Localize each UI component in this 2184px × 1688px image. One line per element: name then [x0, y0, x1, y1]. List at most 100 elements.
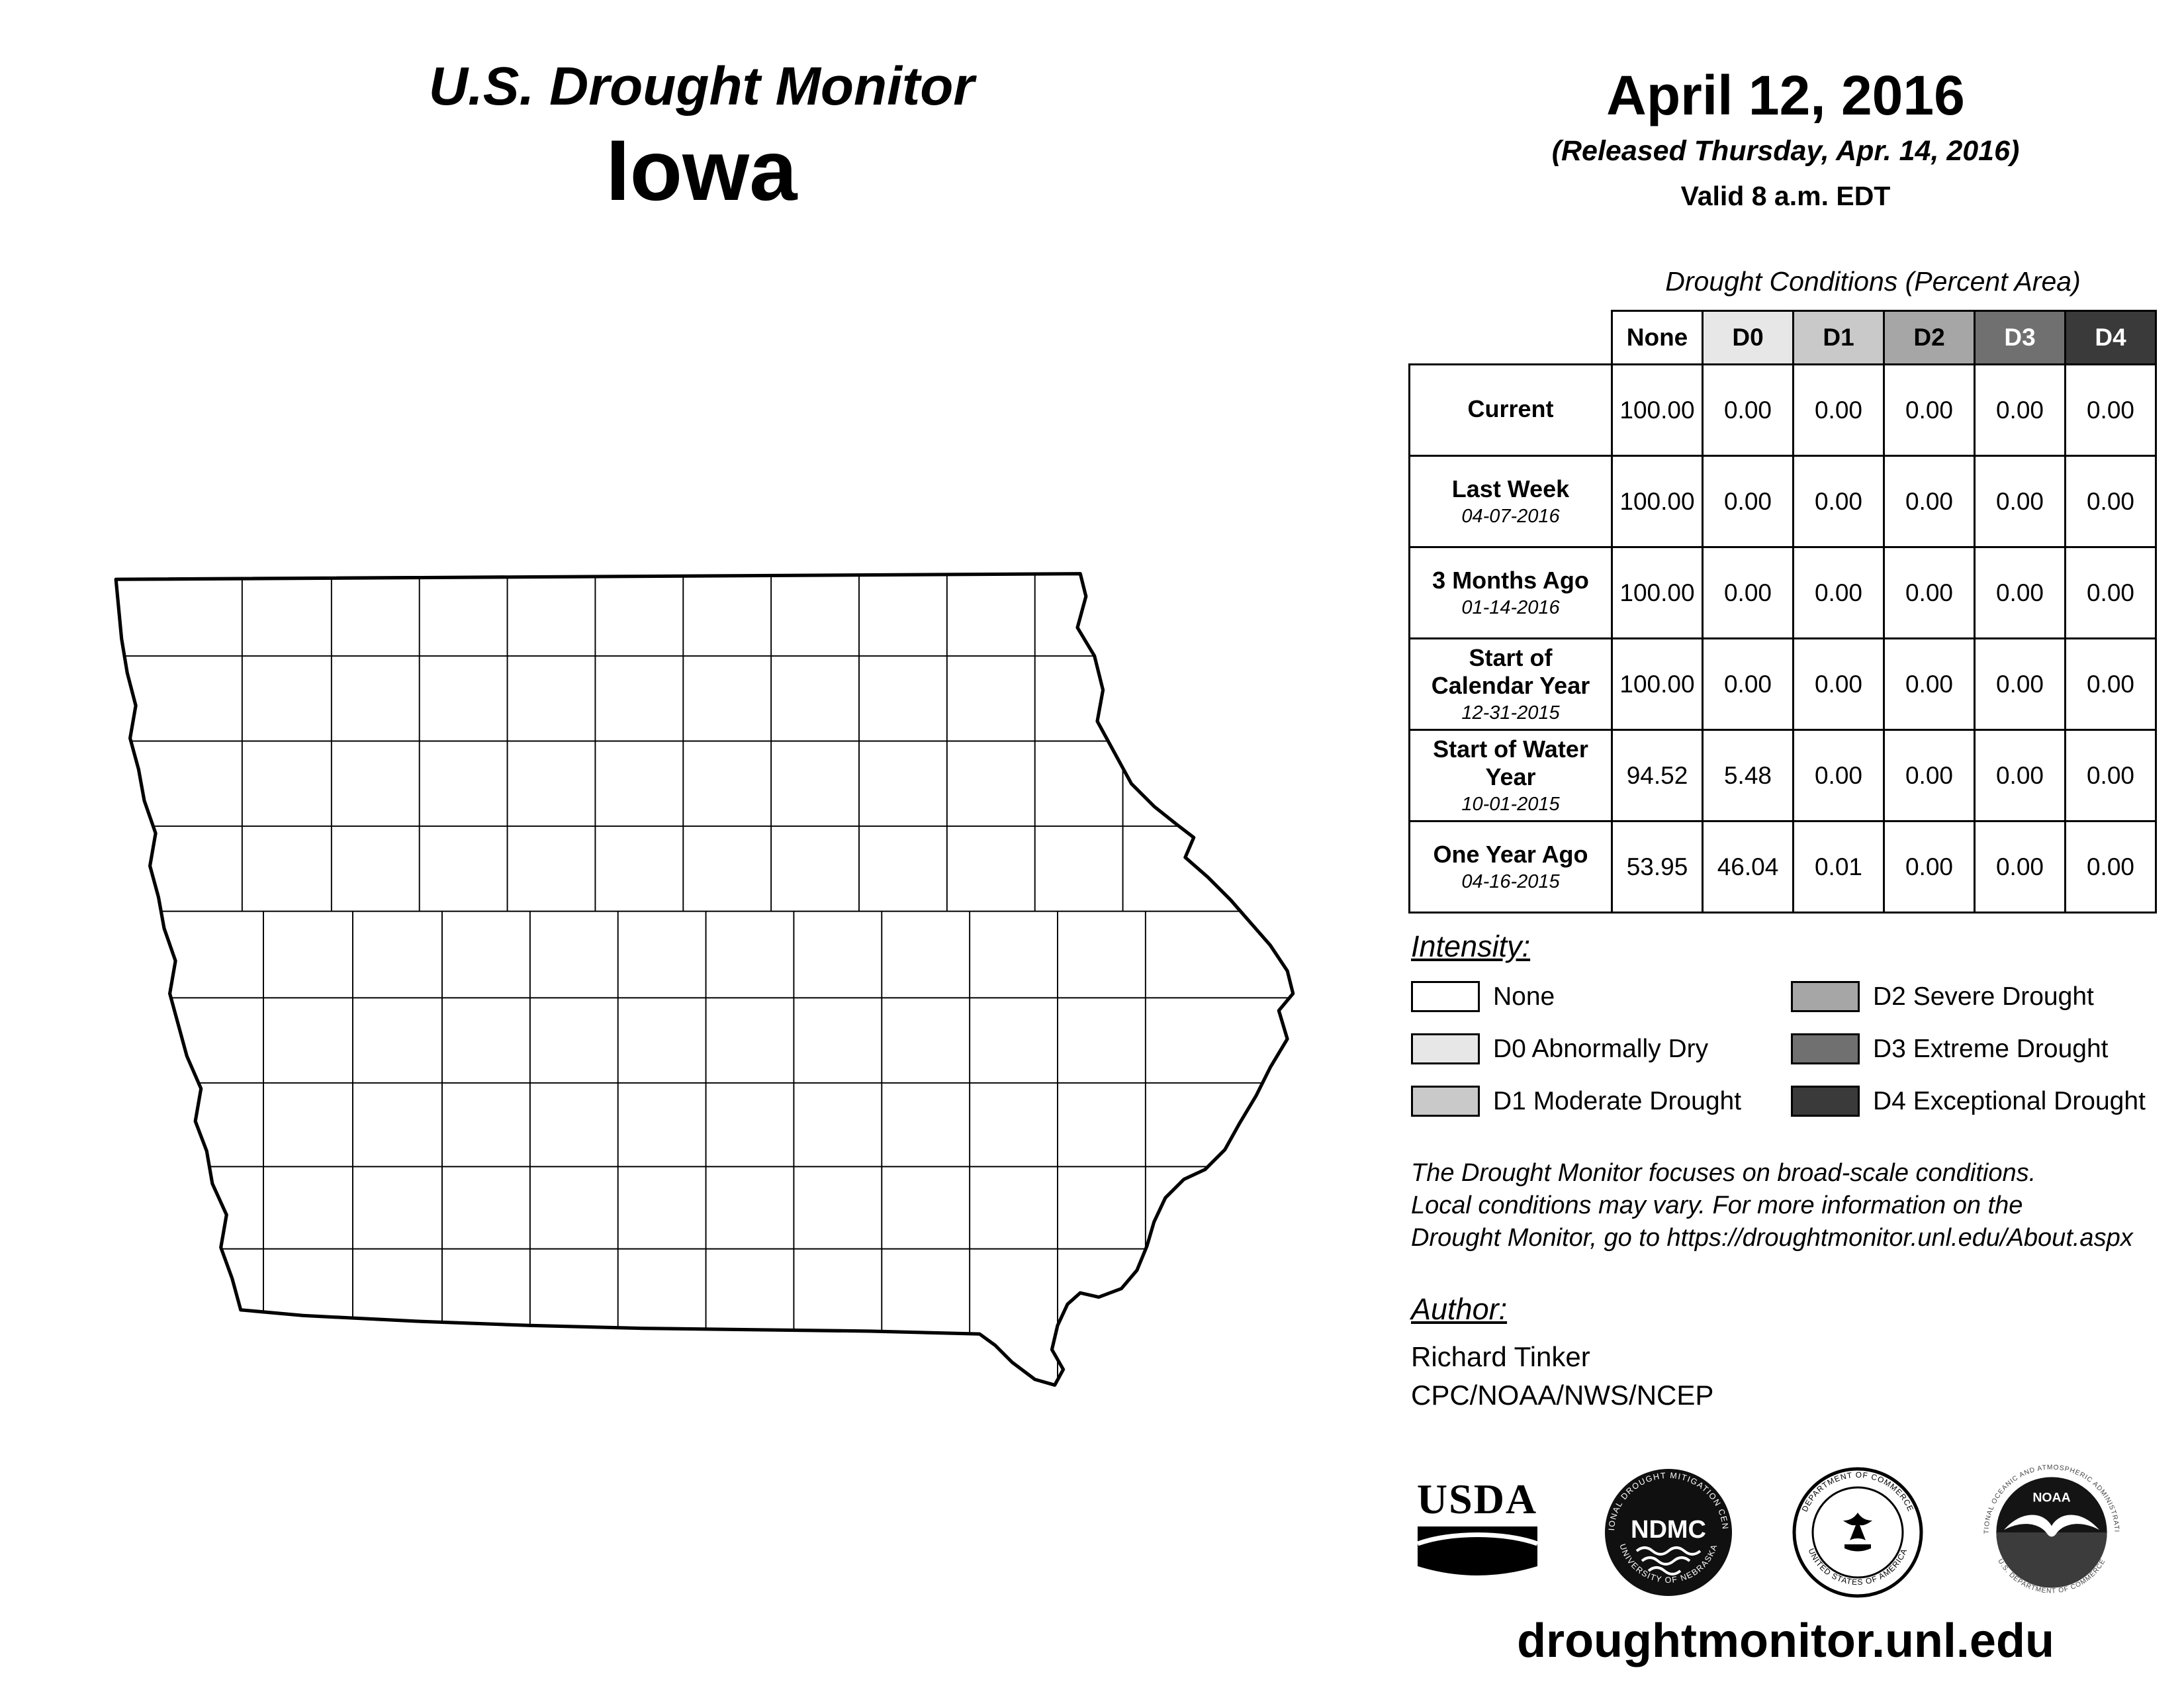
row-label: Start of Calendar Year 12-31-2015: [1408, 637, 1613, 731]
row-label: Last Week 04-07-2016: [1408, 455, 1613, 548]
table-row: Start of Water Year 10-01-2015 94.52 5.4…: [1408, 729, 2157, 822]
legend-swatch-none: [1411, 981, 1480, 1012]
stat-value: 94.52: [1611, 729, 1704, 822]
col-header-d3: D3: [1974, 310, 2066, 365]
legend-label: D1 Moderate Drought: [1493, 1086, 1742, 1115]
row-label-text: One Year Ago: [1433, 841, 1588, 868]
logo-row: USDA NATIONAL DROUGHT MITIGATION CENTER …: [1410, 1462, 2122, 1603]
stat-value: 100.00: [1611, 363, 1704, 457]
stat-value: 0.00: [1792, 546, 1885, 639]
legend-item: D3 Extreme Drought: [1791, 1033, 2146, 1064]
stat-value: 100.00: [1611, 637, 1704, 731]
stat-value: 0.00: [1883, 637, 1976, 731]
stat-value: 0.00: [2064, 546, 2157, 639]
table-row: Last Week 04-07-2016 100.00 0.00 0.00 0.…: [1408, 455, 2157, 548]
col-header-d4: D4: [2064, 310, 2157, 365]
legend-swatch-d4: [1791, 1086, 1860, 1117]
stat-value: 53.95: [1611, 820, 1704, 914]
stat-value: 0.00: [2064, 455, 2157, 548]
footer-url: droughtmonitor.unl.edu: [1517, 1615, 2054, 1667]
stat-value: 0.00: [2064, 820, 2157, 914]
row-label-text: Start of Calendar Year: [1431, 644, 1590, 699]
stat-value: 100.00: [1611, 546, 1704, 639]
author-block: Author: Richard Tinker CPC/NOAA/NWS/NCEP: [1411, 1292, 1713, 1411]
disclaimer-line: Drought Monitor, go to https://droughtmo…: [1411, 1224, 2133, 1252]
stat-value: 0.00: [1974, 455, 2066, 548]
stat-value: 100.00: [1611, 455, 1704, 548]
commerce-inner-ring: [1811, 1486, 1904, 1579]
stat-value: 0.00: [1974, 820, 2066, 914]
stat-value: 0.00: [2064, 363, 2157, 457]
legend-swatch-d3: [1791, 1033, 1860, 1064]
row-label-text: 3 Months Ago: [1432, 567, 1589, 594]
row-label-date: 01-14-2016: [1461, 597, 1560, 618]
author-heading: Author:: [1411, 1292, 1508, 1326]
map-date: April 12, 2016: [1606, 64, 1965, 126]
legend-label: D2 Severe Drought: [1873, 982, 2094, 1011]
stat-value: 0.01: [1792, 820, 1885, 914]
stat-value: 0.00: [1702, 455, 1794, 548]
legend-label: D4 Exceptional Drought: [1873, 1086, 2146, 1115]
col-header-d0: D0: [1702, 310, 1794, 365]
table-row: One Year Ago 04-16-2015 53.95 46.04 0.01…: [1408, 820, 2157, 914]
usda-swoosh: [1416, 1532, 1539, 1546]
stat-value: 0.00: [2064, 637, 2157, 731]
county-grid: [116, 573, 1293, 1385]
legend-swatch-d1: [1411, 1086, 1480, 1117]
ndmc-wordmark: NDMC: [1631, 1516, 1706, 1544]
stat-value: 5.48: [1702, 729, 1794, 822]
stat-value: 0.00: [1792, 729, 1885, 822]
legend-label: D0 Abnormally Dry: [1493, 1034, 1709, 1063]
legend-item: D2 Severe Drought: [1791, 981, 2146, 1012]
stat-value: 0.00: [1974, 729, 2066, 822]
ndmc-logo: NATIONAL DROUGHT MITIGATION CENTER UNIVE…: [1602, 1466, 1732, 1596]
table-row: 3 Months Ago 01-14-2016 100.00 0.00 0.00…: [1408, 546, 2157, 639]
stat-value: 46.04: [1702, 820, 1794, 914]
noaa-wordmark: NOAA: [2032, 1490, 2070, 1505]
legend-item: D4 Exceptional Drought: [1791, 1086, 2146, 1117]
row-label: 3 Months Ago 01-14-2016: [1408, 546, 1613, 639]
title-block: U.S. Drought Monitor Iowa: [218, 58, 1185, 213]
stat-value: 0.00: [1974, 637, 2066, 731]
table-row: Start of Calendar Year 12-31-2015 100.00…: [1408, 637, 2157, 731]
stat-value: 0.00: [1974, 546, 2066, 639]
row-label-text: Current: [1467, 395, 1554, 422]
col-header-d2: D2: [1883, 310, 1976, 365]
stat-value: 0.00: [1792, 363, 1885, 457]
row-label-date: 04-07-2016: [1461, 506, 1560, 527]
iowa-county-map: [105, 568, 1296, 1391]
valid-time: Valid 8 a.m. EDT: [1680, 181, 1891, 212]
noaa-logo: NATIONAL OCEANIC AND ATMOSPHERIC ADMINIS…: [1981, 1462, 2119, 1595]
legend-item: D1 Moderate Drought: [1411, 1086, 1741, 1117]
noaa-sea: [1996, 1532, 2107, 1588]
stat-value: 0.00: [1702, 363, 1794, 457]
legend-title: Intensity:: [1411, 929, 1531, 963]
state-name: Iowa: [606, 122, 797, 219]
table-corner-blank: [1409, 310, 1612, 365]
row-label-text: Start of Water Year: [1433, 735, 1588, 790]
ndmc-waves: [1635, 1546, 1702, 1575]
commerce-eagle: [1843, 1513, 1872, 1552]
row-label-date: 10-01-2015: [1461, 794, 1560, 815]
stat-value: 0.00: [1883, 363, 1976, 457]
legend-label: None: [1493, 982, 1555, 1011]
stat-value: 0.00: [2064, 729, 2157, 822]
stat-value: 0.00: [1792, 637, 1885, 731]
table-row: Current 100.00 0.00 0.00 0.00 0.00 0.00: [1408, 363, 2157, 457]
disclaimer-line: The Drought Monitor focuses on broad-sca…: [1411, 1159, 2036, 1187]
stat-value: 0.00: [1702, 637, 1794, 731]
legend-label: D3 Extreme Drought: [1873, 1034, 2109, 1063]
legend-item: None: [1411, 981, 1741, 1012]
row-label: Start of Water Year 10-01-2015: [1408, 729, 1613, 822]
stat-value: 0.00: [1702, 546, 1794, 639]
legend-swatch-d2: [1791, 981, 1860, 1012]
legend-swatch-d0: [1411, 1033, 1480, 1064]
disclaimer-line: Local conditions may vary. For more info…: [1411, 1192, 2023, 1219]
row-label: Current: [1408, 363, 1613, 457]
stat-value: 0.00: [1883, 729, 1976, 822]
ndmc-seal-circle: [1605, 1469, 1732, 1596]
legend-column-right: D2 Severe Drought D3 Extreme Drought D4 …: [1791, 981, 2146, 1138]
release-date: (Released Thursday, Apr. 14, 2016): [1551, 135, 2020, 167]
date-block: April 12, 2016 (Released Thursday, Apr. …: [1408, 66, 2163, 212]
report-title: U.S. Drought Monitor: [428, 56, 975, 117]
